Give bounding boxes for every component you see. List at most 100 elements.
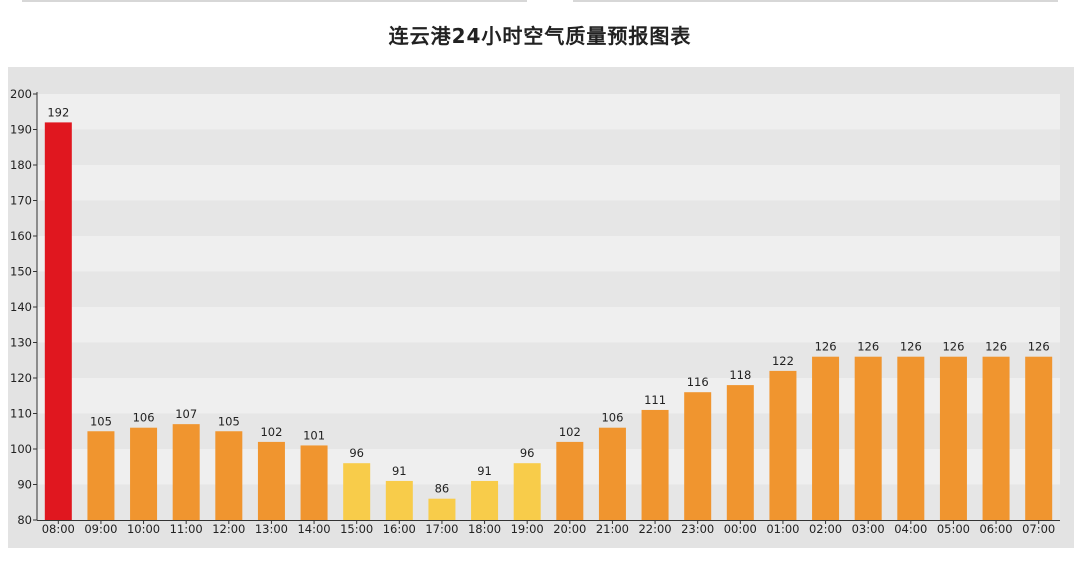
y-tick-label: 180 xyxy=(10,158,32,172)
bar-1300 xyxy=(257,441,285,520)
bar-0400 xyxy=(897,356,925,520)
bar-value-label: 111 xyxy=(644,393,666,407)
bar-value-label: 126 xyxy=(857,340,879,354)
y-tick-label: 190 xyxy=(10,123,32,137)
grid-band xyxy=(37,129,1060,165)
x-tick-label: 18:00 xyxy=(468,522,501,536)
y-tick-label: 90 xyxy=(17,478,32,492)
x-tick-label: 11:00 xyxy=(170,522,203,536)
bar-0300 xyxy=(854,356,882,520)
bar-value-label: 107 xyxy=(175,407,197,421)
x-tick-label: 06:00 xyxy=(979,522,1012,536)
bar-1800 xyxy=(471,480,499,520)
bar-value-label: 106 xyxy=(133,411,155,425)
bar-value-label: 122 xyxy=(772,354,794,368)
bar-2100 xyxy=(598,427,626,520)
bar-0100 xyxy=(769,370,797,520)
bar-1600 xyxy=(385,480,413,520)
bar-2200 xyxy=(641,409,669,520)
grid-band xyxy=(37,271,1060,307)
bar-0800 xyxy=(44,122,72,521)
x-tick-label: 12:00 xyxy=(212,522,245,536)
x-tick-label: 19:00 xyxy=(511,522,544,536)
x-tick-label: 04:00 xyxy=(894,522,927,536)
grid-band xyxy=(37,449,1060,485)
y-tick-label: 110 xyxy=(10,407,32,421)
bar-1200 xyxy=(215,431,243,520)
bar-value-label: 106 xyxy=(601,411,623,425)
bar-value-label: 91 xyxy=(392,464,407,478)
bar-value-label: 118 xyxy=(729,368,751,382)
x-tick-label: 15:00 xyxy=(340,522,373,536)
grid-band xyxy=(37,307,1060,343)
grid-band xyxy=(37,484,1060,520)
y-tick-label: 80 xyxy=(17,513,32,527)
x-tick-label: 05:00 xyxy=(937,522,970,536)
x-tick-label: 00:00 xyxy=(724,522,757,536)
bar-value-label: 116 xyxy=(687,375,709,389)
bar-value-label: 86 xyxy=(435,482,450,496)
bar-value-label: 91 xyxy=(477,464,492,478)
grid-band xyxy=(37,94,1060,130)
x-tick-label: 14:00 xyxy=(297,522,330,536)
bar-value-label: 96 xyxy=(520,446,535,460)
x-tick-label: 22:00 xyxy=(638,522,671,536)
bar-0700 xyxy=(1025,356,1053,520)
bar-value-label: 126 xyxy=(900,340,922,354)
chart-title: 连云港24小时空气质量预报图表 xyxy=(388,24,692,48)
bar-value-label: 126 xyxy=(815,340,837,354)
y-tick-label: 150 xyxy=(10,265,32,279)
bar-0200 xyxy=(812,356,840,520)
y-tick-label: 140 xyxy=(10,300,32,314)
x-tick-label: 09:00 xyxy=(84,522,117,536)
bar-value-label: 192 xyxy=(47,105,69,119)
bar-value-label: 96 xyxy=(349,446,364,460)
bar-0600 xyxy=(982,356,1010,520)
x-tick-label: 13:00 xyxy=(255,522,288,536)
bar-value-label: 102 xyxy=(559,425,581,439)
grid-band xyxy=(37,342,1060,378)
bar-2300 xyxy=(684,392,712,520)
y-tick-label: 160 xyxy=(10,229,32,243)
grid-band xyxy=(37,236,1060,272)
grid-band xyxy=(37,165,1060,201)
x-tick-label: 01:00 xyxy=(766,522,799,536)
x-tick-label: 03:00 xyxy=(852,522,885,536)
grid-band xyxy=(37,378,1060,414)
x-tick-label: 23:00 xyxy=(681,522,714,536)
bar-value-label: 105 xyxy=(90,414,112,428)
x-tick-label: 08:00 xyxy=(42,522,75,536)
x-tick-label: 07:00 xyxy=(1022,522,1055,536)
y-tick-label: 100 xyxy=(10,442,32,456)
bar-1900 xyxy=(513,463,541,520)
x-tick-label: 02:00 xyxy=(809,522,842,536)
bar-value-label: 101 xyxy=(303,428,325,442)
x-tick-label: 17:00 xyxy=(425,522,458,536)
bar-1700 xyxy=(428,498,456,520)
y-tick-label: 200 xyxy=(10,87,32,101)
bar-2000 xyxy=(556,441,584,520)
grid-band xyxy=(37,200,1060,236)
bar-1400 xyxy=(300,445,328,520)
grid-band xyxy=(37,413,1060,449)
x-tick-label: 20:00 xyxy=(553,522,586,536)
y-tick-label: 170 xyxy=(10,194,32,208)
bar-value-label: 126 xyxy=(1028,340,1050,354)
bar-0500 xyxy=(939,356,967,520)
bar-value-label: 126 xyxy=(985,340,1007,354)
bar-1500 xyxy=(343,463,371,520)
x-tick-label: 16:00 xyxy=(383,522,416,536)
bar-0000 xyxy=(726,385,754,520)
y-tick-label: 130 xyxy=(10,336,32,350)
x-tick-label: 21:00 xyxy=(596,522,629,536)
bar-value-label: 105 xyxy=(218,414,240,428)
top-rule xyxy=(22,0,1058,2)
bar-value-label: 126 xyxy=(942,340,964,354)
bar-value-label: 102 xyxy=(260,425,282,439)
bar-1100 xyxy=(172,424,200,520)
y-tick-label: 120 xyxy=(10,371,32,385)
bar-1000 xyxy=(130,427,158,520)
bar-0900 xyxy=(87,431,115,520)
x-tick-label: 10:00 xyxy=(127,522,160,536)
